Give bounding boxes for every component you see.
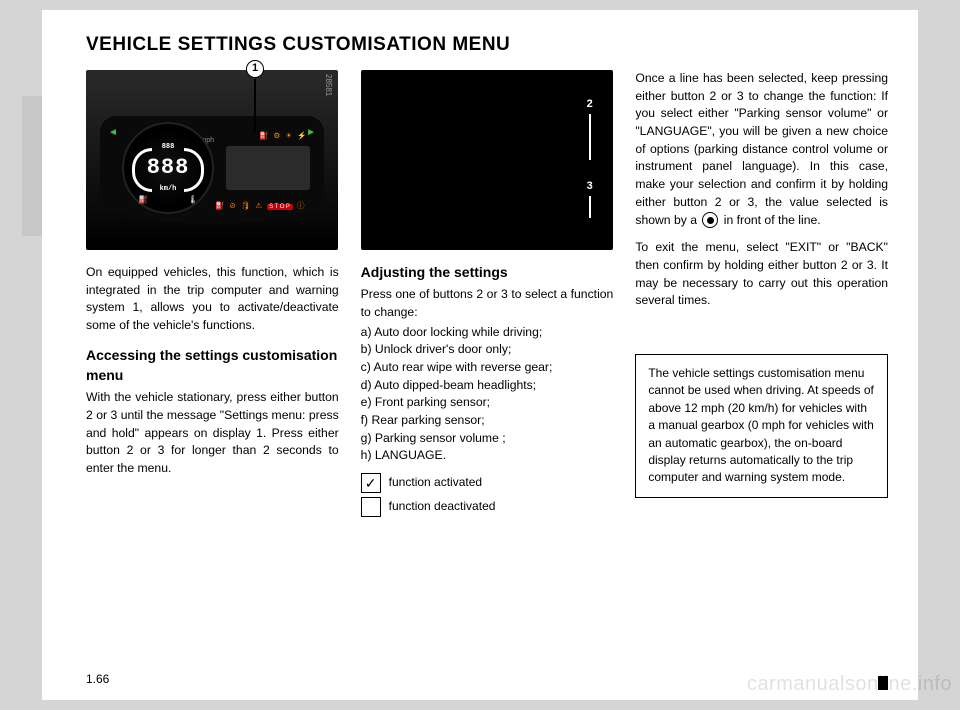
speed-readout: 888 888 km/h [147,142,190,194]
empty-box-icon [361,497,381,517]
list-item: g) Parking sensor volume ; [361,430,614,448]
col3-para2: To exit the menu, select "EXIT" or "BACK… [635,239,888,310]
list-item: f) Rear parking sensor; [361,412,614,430]
warning-icons-top: ⛽ ⚙ ☀ ⚡ [259,131,308,142]
heading-adjusting: Adjusting the settings [361,262,614,282]
figure-instrument-cluster: 28581 1 ◄ ► ⛽ ⚙ ☀ ⚡ mph 888 888 km/h [86,70,338,250]
legend-deactivated: function deactivated [361,497,614,517]
fuel-arc-icon [132,148,152,192]
callout-2: 2 [581,96,599,114]
warning-icons-bottom: ⛽ ⊘ 🛢 ⚠ STOP ⓘ [215,201,306,212]
callout-1: 1 [246,60,264,78]
speedometer: 888 888 km/h ⛽ 🌡 [122,122,214,214]
note-box: The vehicle settings customisation menu … [635,354,888,498]
manual-page: VEHICLE SETTINGS CUSTOMISATION MENU 2858… [42,10,918,700]
watermark: carmanualsonline.info [747,673,952,696]
section-tab [22,96,42,236]
figure-controls: 2 3 [361,70,613,250]
heading-accessing: Accessing the settings customisation men… [86,345,339,386]
settings-list: a) Auto door locking while driving; b) U… [361,324,614,466]
column-3: Once a line has been selected, keep pres… [635,70,888,521]
legend-deactivated-label: function deactivated [389,498,496,515]
col3-para1-b: in front of the line. [720,213,820,227]
temp-arc-icon [184,148,204,192]
list-item: e) Front parking sensor; [361,394,614,412]
intro-paragraph: On equipped vehicles, this function, whi… [86,264,339,335]
callout-3: 3 [581,178,599,196]
legend-activated: ✓ function activated [361,473,614,493]
image-code: 28581 [322,74,334,96]
turn-left-icon: ◄ [108,126,118,141]
body-accessing: With the vehicle stationary, press eithe… [86,389,339,477]
col3-para1: Once a line has been selected, keep pres… [635,70,888,229]
column-1: 28581 1 ◄ ► ⛽ ⚙ ☀ ⚡ mph 888 888 km/h [86,70,339,521]
list-item: c) Auto rear wipe with reverse gear; [361,359,614,377]
note-text: The vehicle settings customisation menu … [648,366,874,484]
list-item: h) LANGUAGE. [361,447,614,465]
callout-1-leader [254,79,256,133]
list-item: b) Unlock driver's door only; [361,341,614,359]
list-item: a) Auto door locking while driving; [361,324,614,342]
fuel-icon: ⛽ [138,194,148,206]
speed-units: km/h [147,184,190,194]
temp-icon: 🌡 [188,194,198,206]
checked-box-icon: ✓ [361,473,381,493]
adjusting-lead: Press one of buttons 2 or 3 to select a … [361,286,614,321]
callout-2-leader [589,114,591,160]
record-dot-icon [702,212,718,228]
list-item: d) Auto dipped-beam headlights; [361,377,614,395]
trip-display [226,146,310,190]
page-number: 1.66 [86,672,109,686]
callout-3-leader [589,196,591,218]
dashboard-cluster: ◄ ► ⛽ ⚙ ☀ ⚡ mph 888 888 km/h ⛽ 🌡 [100,116,324,224]
legend-activated-label: function activated [389,474,482,491]
odo-small: 888 [147,142,190,152]
speed-digits: 888 [147,155,190,180]
col3-para1-a: Once a line has been selected, keep pres… [635,71,888,227]
column-2: 2 3 Adjusting the settings Press one of … [361,70,614,521]
page-title: VEHICLE SETTINGS CUSTOMISATION MENU [86,34,888,56]
